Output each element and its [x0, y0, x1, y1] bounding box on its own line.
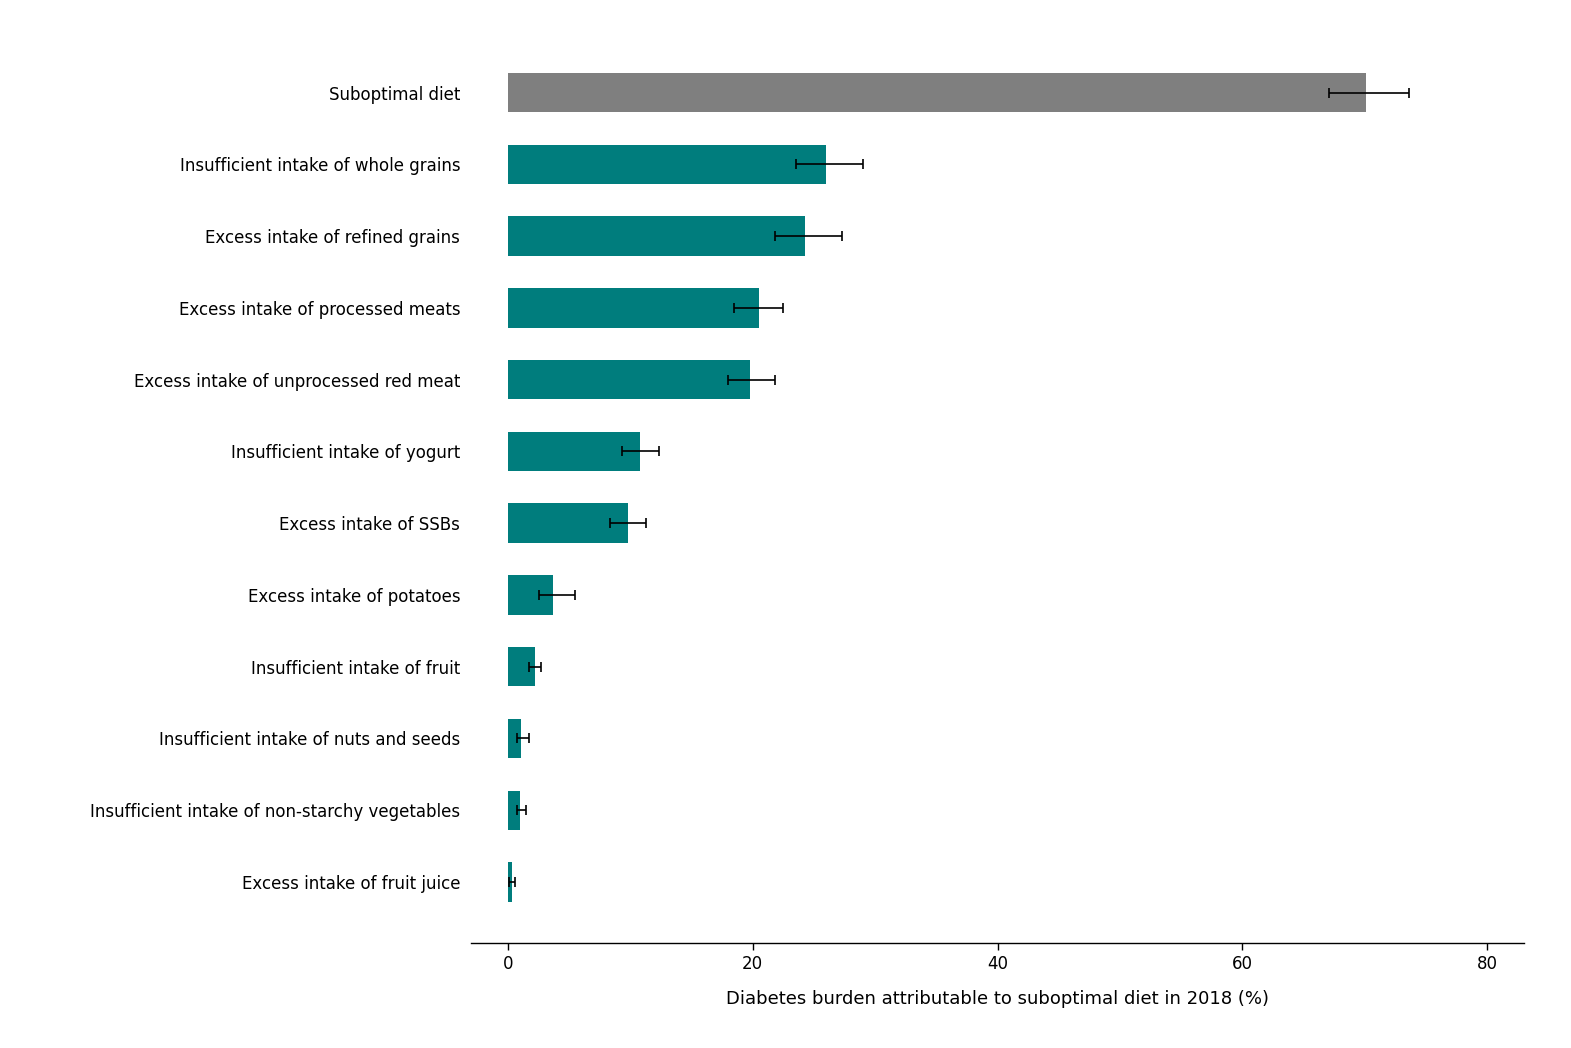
Bar — [507, 647, 536, 686]
Bar — [507, 575, 553, 615]
Bar — [507, 503, 628, 543]
Bar — [507, 863, 512, 901]
X-axis label: Diabetes burden attributable to suboptimal diet in 2018 (%): Diabetes burden attributable to suboptim… — [726, 989, 1269, 1008]
Bar — [507, 145, 826, 184]
Bar — [507, 216, 806, 256]
Bar — [507, 719, 522, 759]
Bar — [507, 73, 1365, 112]
Bar — [507, 359, 751, 399]
Bar — [507, 790, 520, 830]
Bar — [507, 288, 759, 328]
Bar — [507, 432, 641, 472]
